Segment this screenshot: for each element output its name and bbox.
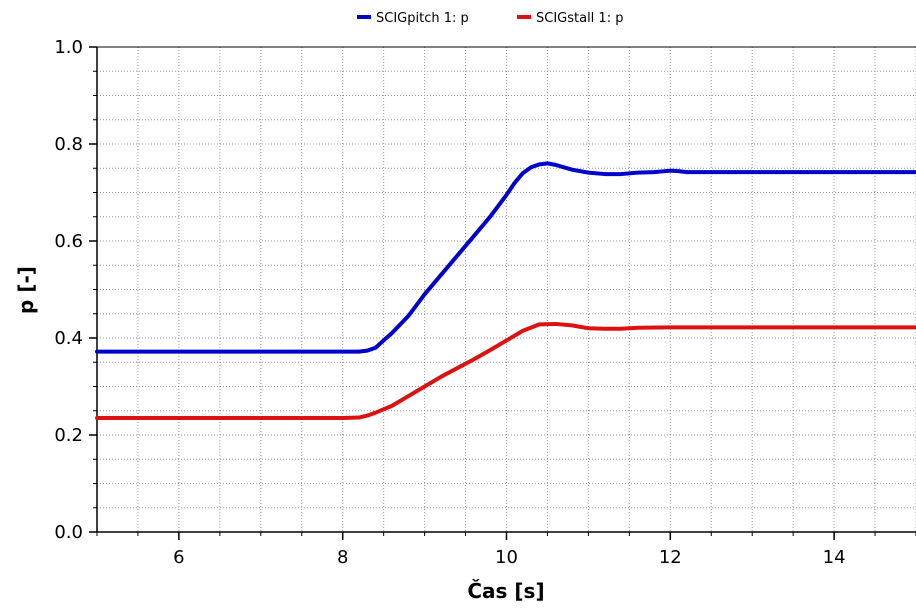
legend: SCIGpitch 1: p SCIGstall 1: p: [357, 11, 623, 26]
series-layer: [95, 161, 916, 421]
y-tick-label: 0.8: [54, 134, 83, 155]
legend-label: SCIGpitch 1: p: [376, 11, 469, 26]
axes: 0.0 0.2 0.4 0.6 0.8 1.0 6 8 10 12 14: [54, 37, 916, 568]
y-tick-label: 1.0: [54, 37, 83, 58]
y-axis-title: p [-]: [14, 266, 38, 314]
series-line: [95, 161, 916, 354]
y-tick-label: 0.2: [54, 425, 83, 446]
x-axis-title: Čas [s]: [467, 579, 544, 603]
y-tick-label: 0.0: [54, 522, 83, 543]
y-tick-label: 0.6: [54, 231, 83, 252]
legend-label: SCIGstall 1: p: [536, 11, 623, 26]
x-tick-label: 14: [823, 547, 846, 568]
series-line: [95, 321, 916, 421]
x-tick-label: 10: [495, 547, 518, 568]
x-tick-label: 6: [173, 547, 184, 568]
x-tick-label: 8: [337, 547, 348, 568]
y-tick-label: 0.4: [54, 328, 83, 349]
x-tick-label: 12: [659, 547, 682, 568]
